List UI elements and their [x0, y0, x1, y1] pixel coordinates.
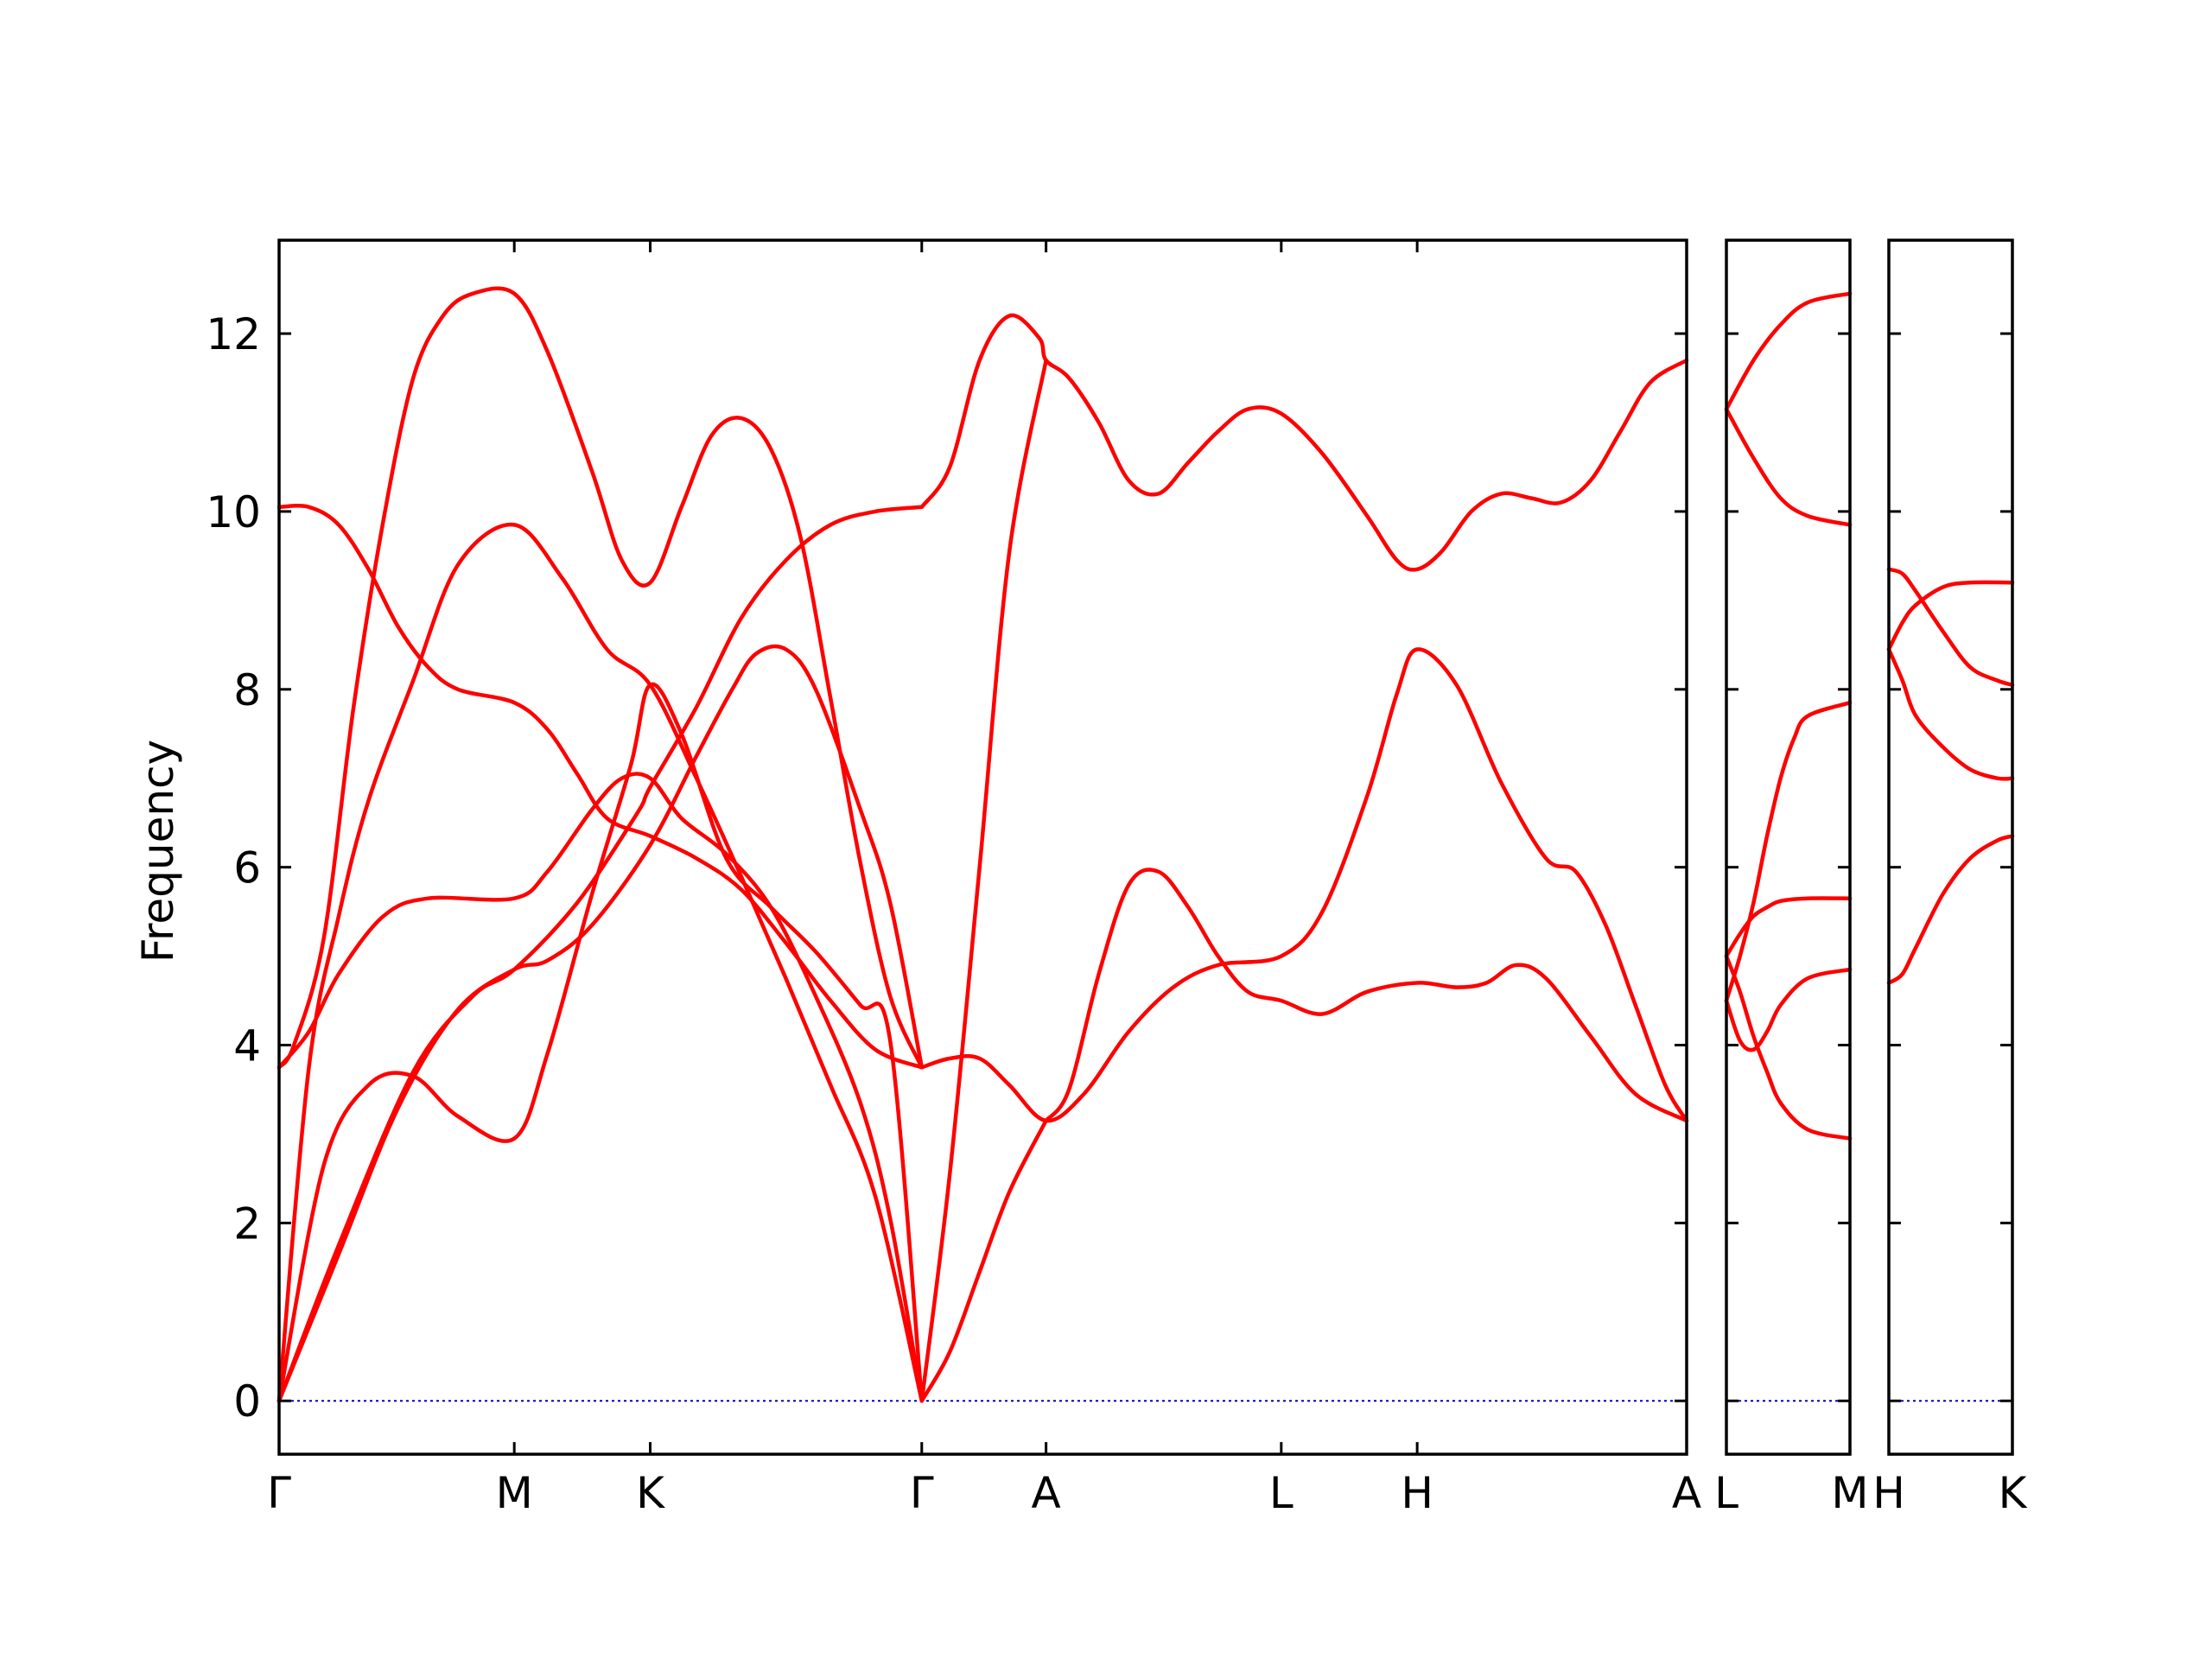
y-tick-label: 4	[233, 1021, 261, 1071]
band-line	[1724, 954, 1853, 1141]
band-line	[919, 647, 1689, 1123]
x-tick-label: L	[1269, 1468, 1294, 1518]
x-tick-label: M	[1831, 1468, 1868, 1518]
y-tick-label: 2	[233, 1198, 261, 1249]
band-line	[276, 505, 925, 1403]
band-line	[276, 504, 925, 1070]
panel-frame	[1725, 238, 1852, 1456]
band-line	[919, 358, 1048, 1403]
band-line	[276, 682, 925, 1403]
x-tick-label: H	[1401, 1468, 1433, 1518]
band-line	[1724, 700, 1853, 1003]
y-tick-label: 6	[233, 843, 261, 893]
band-line	[276, 772, 925, 1403]
x-tick-label: H	[1872, 1468, 1905, 1518]
band-line	[1724, 896, 1853, 958]
band-line	[919, 1118, 1048, 1403]
band-line	[1886, 647, 2015, 781]
x-tick-label: K	[1999, 1468, 2028, 1518]
panel-frame	[277, 238, 1688, 1456]
band-line	[276, 286, 925, 1070]
chart-panels	[276, 238, 2015, 1456]
x-tick-label: M	[496, 1468, 533, 1518]
panel-frame	[1887, 238, 2014, 1456]
band-line	[1886, 834, 2015, 985]
x-tick-label: A	[1032, 1468, 1061, 1518]
band-line	[1044, 868, 1689, 1123]
band-line	[1886, 580, 2015, 652]
band-line	[276, 644, 925, 1403]
x-tick-label: A	[1672, 1468, 1701, 1518]
y-tick-labels: 0 2 4 6 8 10 12	[206, 309, 261, 1427]
y-tick-label: 8	[233, 665, 261, 715]
panel-1	[276, 238, 1689, 1456]
y-tick-label: 0	[233, 1376, 261, 1427]
y-axis-label: Frequency	[133, 740, 183, 963]
x-tick-label: L	[1714, 1468, 1738, 1518]
band-line	[276, 523, 925, 1403]
y-tick-label: 12	[206, 309, 261, 359]
y-tick-label: 10	[206, 487, 261, 537]
band-line	[1886, 567, 2015, 687]
panel-2	[1724, 238, 1853, 1456]
band-line	[1724, 967, 1853, 1052]
panel-3	[1886, 238, 2015, 1456]
x-tick-label: Γ	[267, 1468, 291, 1518]
band-line	[919, 313, 1689, 572]
band-line	[1724, 407, 1853, 527]
x-tick-label: Γ	[910, 1468, 934, 1518]
x-tick-label: K	[636, 1468, 665, 1518]
band-line	[1724, 291, 1853, 411]
